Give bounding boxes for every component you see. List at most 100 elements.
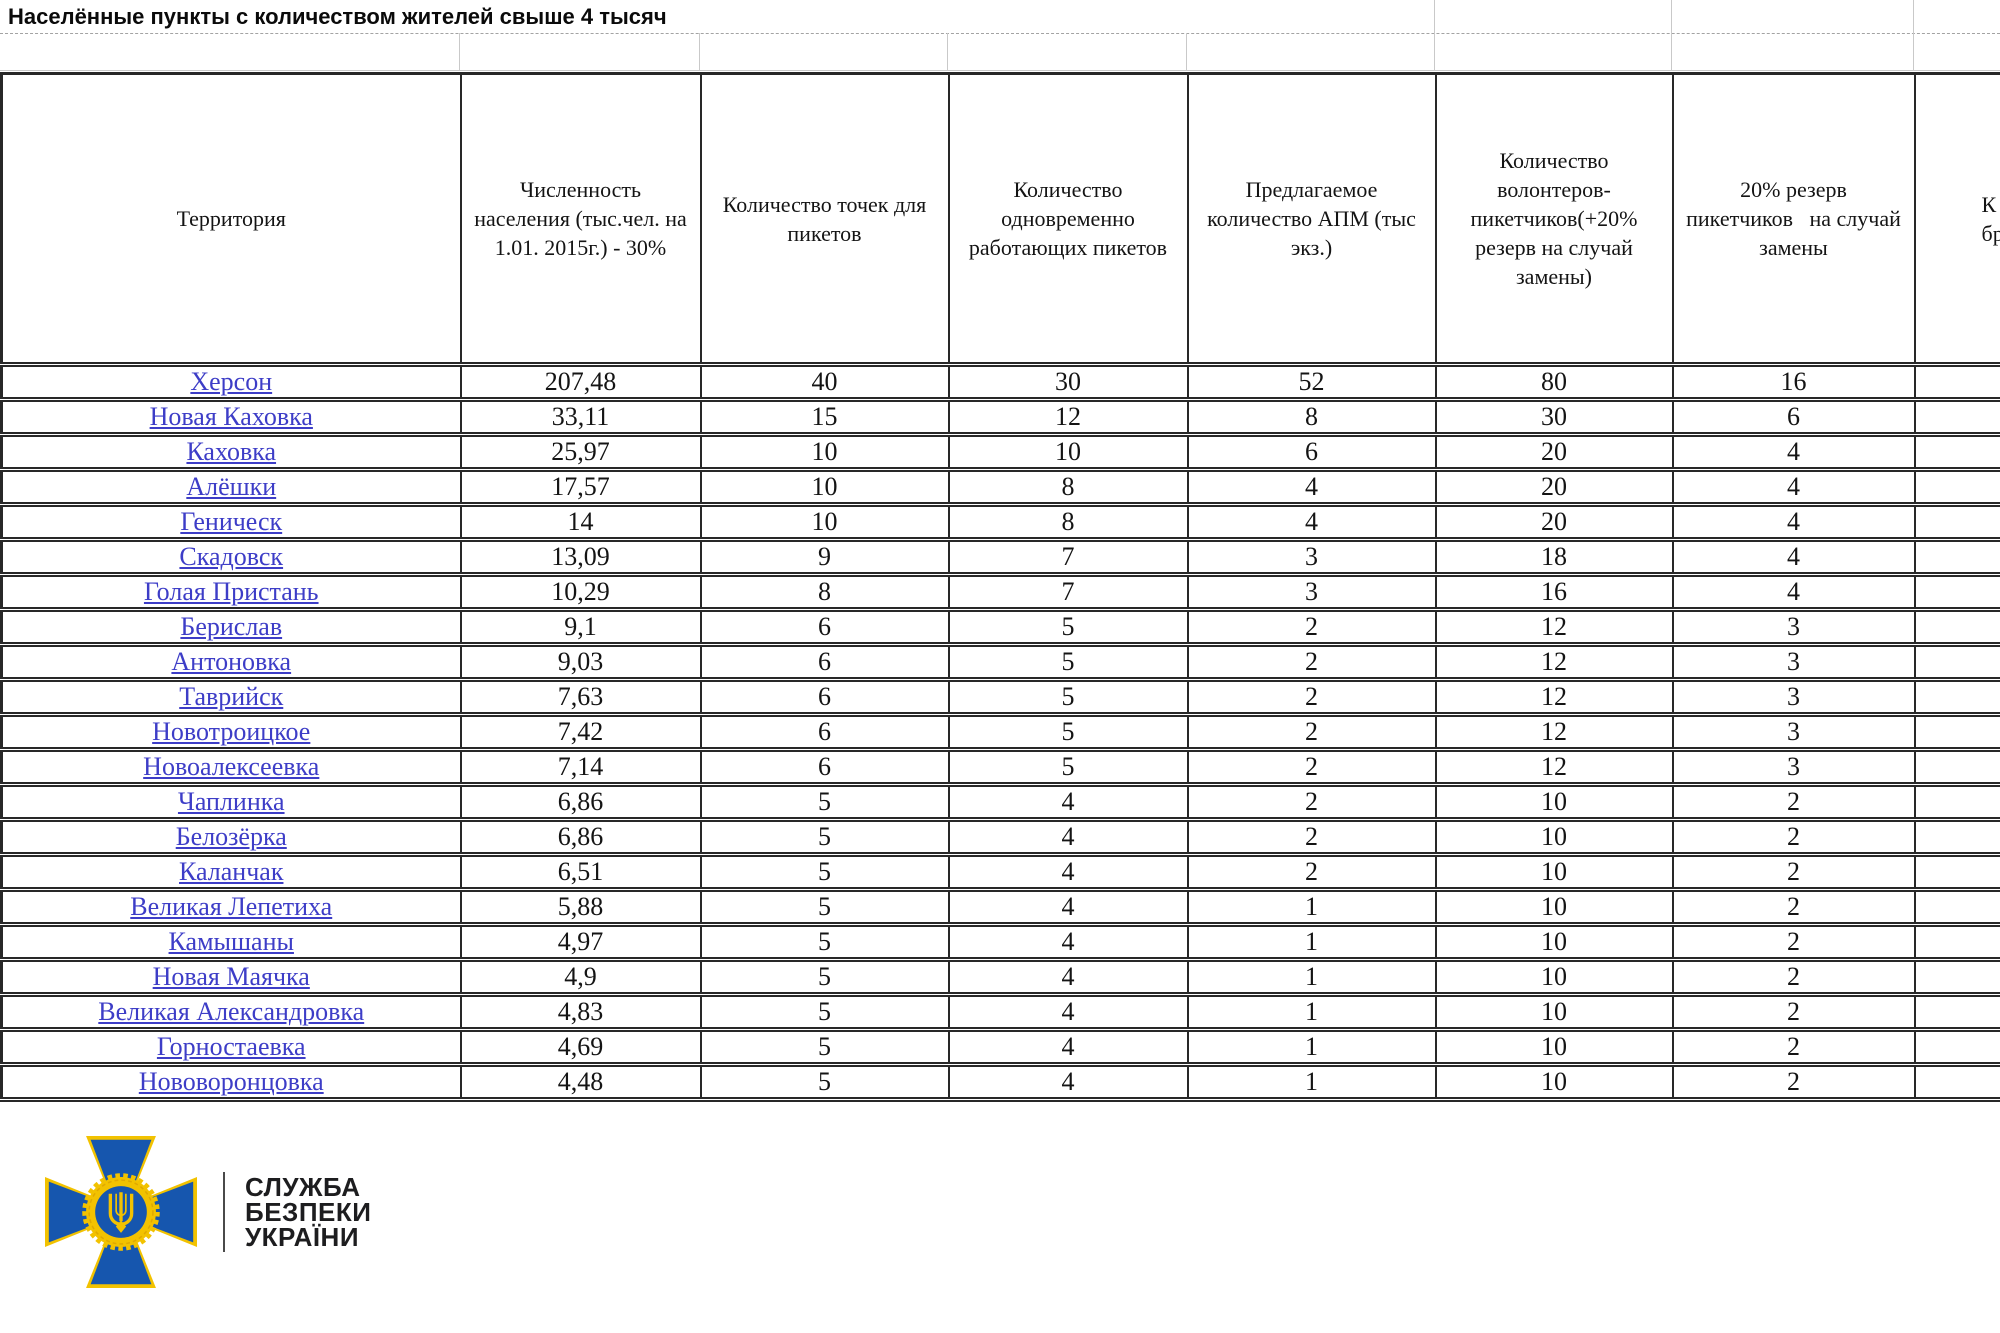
territory-link[interactable]: Новая Маячка xyxy=(152,962,310,991)
territory-link[interactable]: Новая Каховка xyxy=(149,402,313,431)
table-body: Херсон 207,48 40 30 52 80 16 Новая Каховка 33,11… xyxy=(0,362,2000,1102)
cell-reserve: 2 xyxy=(1671,782,1916,822)
territory-link[interactable]: Таврийск xyxy=(179,682,284,711)
cell-apm: 1 xyxy=(1186,922,1437,962)
cell-volunteers: 10 xyxy=(1434,887,1674,927)
col-header-reserve: 20% резерв пикетчиков на случай замены xyxy=(1671,72,1916,367)
cell-territory: Нововоронцовка xyxy=(0,1062,462,1102)
cell-population: 4,83 xyxy=(459,992,702,1032)
col-header-line: экз.) xyxy=(1290,235,1333,260)
col-header-line: К xyxy=(1981,191,1997,217)
cell-volunteers: 10 xyxy=(1434,817,1674,857)
territory-link[interactable]: Чаплинка xyxy=(177,787,285,816)
cell-reserve: 6 xyxy=(1671,397,1916,437)
territory-link[interactable]: Скадовск xyxy=(179,542,284,571)
cell-reserve: 2 xyxy=(1671,922,1916,962)
cell-simultaneous-pickets: 4 xyxy=(947,1062,1189,1102)
table-row: Голая Пристань 10,29 8 7 3 16 4 xyxy=(0,572,2000,612)
cell-population: 17,57 xyxy=(459,467,702,507)
col-header-line: одновременно xyxy=(1001,206,1135,231)
org-name-line: БЕЗПЕКИ xyxy=(245,1196,372,1227)
cell-apm: 2 xyxy=(1186,607,1437,647)
cell-population: 7,63 xyxy=(459,677,702,717)
cell-population: 9,03 xyxy=(459,642,702,682)
table-row: Алёшки 17,57 10 8 4 20 4 xyxy=(0,467,2000,507)
territory-link[interactable]: Алёшки xyxy=(186,472,277,501)
col-header-line: бр xyxy=(1981,220,2000,246)
cell-volunteers: 12 xyxy=(1434,607,1674,647)
cell-picket-points: 10 xyxy=(699,502,950,542)
cell-population: 9,1 xyxy=(459,607,702,647)
cell-territory: Чаплинка xyxy=(0,782,462,822)
cell-cutoff xyxy=(1913,887,2000,927)
territory-link[interactable]: Голая Пристань xyxy=(143,577,319,606)
cell-reserve: 4 xyxy=(1671,432,1916,472)
territory-link[interactable]: Великая Александровка xyxy=(98,997,365,1026)
gridline xyxy=(459,33,460,70)
col-header-population: Численность населения (тыс.чел. на 1.01. 2… xyxy=(459,72,702,367)
cell-cutoff xyxy=(1913,502,2000,542)
territory-link[interactable]: Херсон xyxy=(190,367,273,396)
col-header-line: Численность xyxy=(519,177,642,202)
cell-apm: 2 xyxy=(1186,817,1437,857)
territory-link[interactable]: Новотроицкое xyxy=(152,717,311,746)
cell-reserve: 4 xyxy=(1671,502,1916,542)
col-header-line: Территория xyxy=(176,206,286,231)
cell-reserve: 3 xyxy=(1671,677,1916,717)
table-row: Каланчак 6,51 5 4 2 10 2 xyxy=(0,852,2000,892)
cell-population: 7,42 xyxy=(459,712,702,752)
territory-link[interactable]: Берислав xyxy=(180,612,283,641)
table-row: Антоновка 9,03 6 5 2 12 3 xyxy=(0,642,2000,682)
cell-volunteers: 12 xyxy=(1434,712,1674,752)
col-header-line: пикетчиков на случай xyxy=(1686,206,1901,231)
col-header-line: работающих пикетов xyxy=(968,235,1168,260)
table-row: Чаплинка 6,86 5 4 2 10 2 xyxy=(0,782,2000,822)
table-clip: Территория Численность населения (тыс.чел.… xyxy=(0,72,2000,1122)
cell-picket-points: 40 xyxy=(699,362,950,402)
territory-link[interactable]: Антоновка xyxy=(171,647,292,676)
col-header-line: 20% резерв xyxy=(1740,177,1847,202)
cell-picket-points: 6 xyxy=(699,677,950,717)
table-row: Новотроицкое 7,42 6 5 2 12 3 xyxy=(0,712,2000,752)
territory-link[interactable]: Новоалексеевка xyxy=(143,752,320,781)
gridline xyxy=(0,33,2000,34)
gridline xyxy=(947,33,948,70)
cell-simultaneous-pickets: 5 xyxy=(947,642,1189,682)
cell-reserve: 4 xyxy=(1671,537,1916,577)
table-row: Великая Лепетиха 5,88 5 4 1 10 2 xyxy=(0,887,2000,927)
territory-link[interactable]: Камышаны xyxy=(168,927,294,956)
cell-reserve: 2 xyxy=(1671,887,1916,927)
territory-link[interactable]: Каланчак xyxy=(179,857,284,886)
table-row: Великая Александровка 4,83 5 4 1 10 2 xyxy=(0,992,2000,1032)
territory-link[interactable]: Горностаевка xyxy=(156,1032,306,1061)
cell-territory: Скадовск xyxy=(0,537,462,577)
cell-picket-points: 6 xyxy=(699,642,950,682)
territory-link[interactable]: Нововоронцовка xyxy=(138,1067,324,1096)
cell-simultaneous-pickets: 5 xyxy=(947,677,1189,717)
territory-link[interactable]: Геническ xyxy=(180,507,283,536)
col-header-picket-points: Количество точек для пикетов xyxy=(699,72,950,367)
cell-territory: Горностаевка xyxy=(0,1027,462,1067)
cell-volunteers: 20 xyxy=(1434,502,1674,542)
col-header-line: количество АПМ (тыс xyxy=(1207,206,1416,231)
cell-volunteers: 80 xyxy=(1434,362,1674,402)
cell-territory: Великая Лепетиха xyxy=(0,887,462,927)
territory-link[interactable]: Каховка xyxy=(186,437,277,466)
cell-picket-points: 8 xyxy=(699,572,950,612)
cell-cutoff xyxy=(1913,397,2000,437)
cell-cutoff xyxy=(1913,782,2000,822)
cell-reserve: 2 xyxy=(1671,957,1916,997)
table-row: Геническ 14 10 8 4 20 4 xyxy=(0,502,2000,542)
col-header-line: 1.01. 2015г.) - 30% xyxy=(494,235,667,260)
territory-link[interactable]: Великая Лепетиха xyxy=(130,892,333,921)
territory-link[interactable]: Белозёрка xyxy=(175,822,287,851)
cell-apm: 2 xyxy=(1186,677,1437,717)
cell-volunteers: 10 xyxy=(1434,852,1674,892)
cell-simultaneous-pickets: 4 xyxy=(947,852,1189,892)
cell-cutoff xyxy=(1913,572,2000,612)
cell-population: 6,86 xyxy=(459,782,702,822)
cell-picket-points: 5 xyxy=(699,887,950,927)
table-row: Камышаны 4,97 5 4 1 10 2 xyxy=(0,922,2000,962)
cell-volunteers: 20 xyxy=(1434,467,1674,507)
